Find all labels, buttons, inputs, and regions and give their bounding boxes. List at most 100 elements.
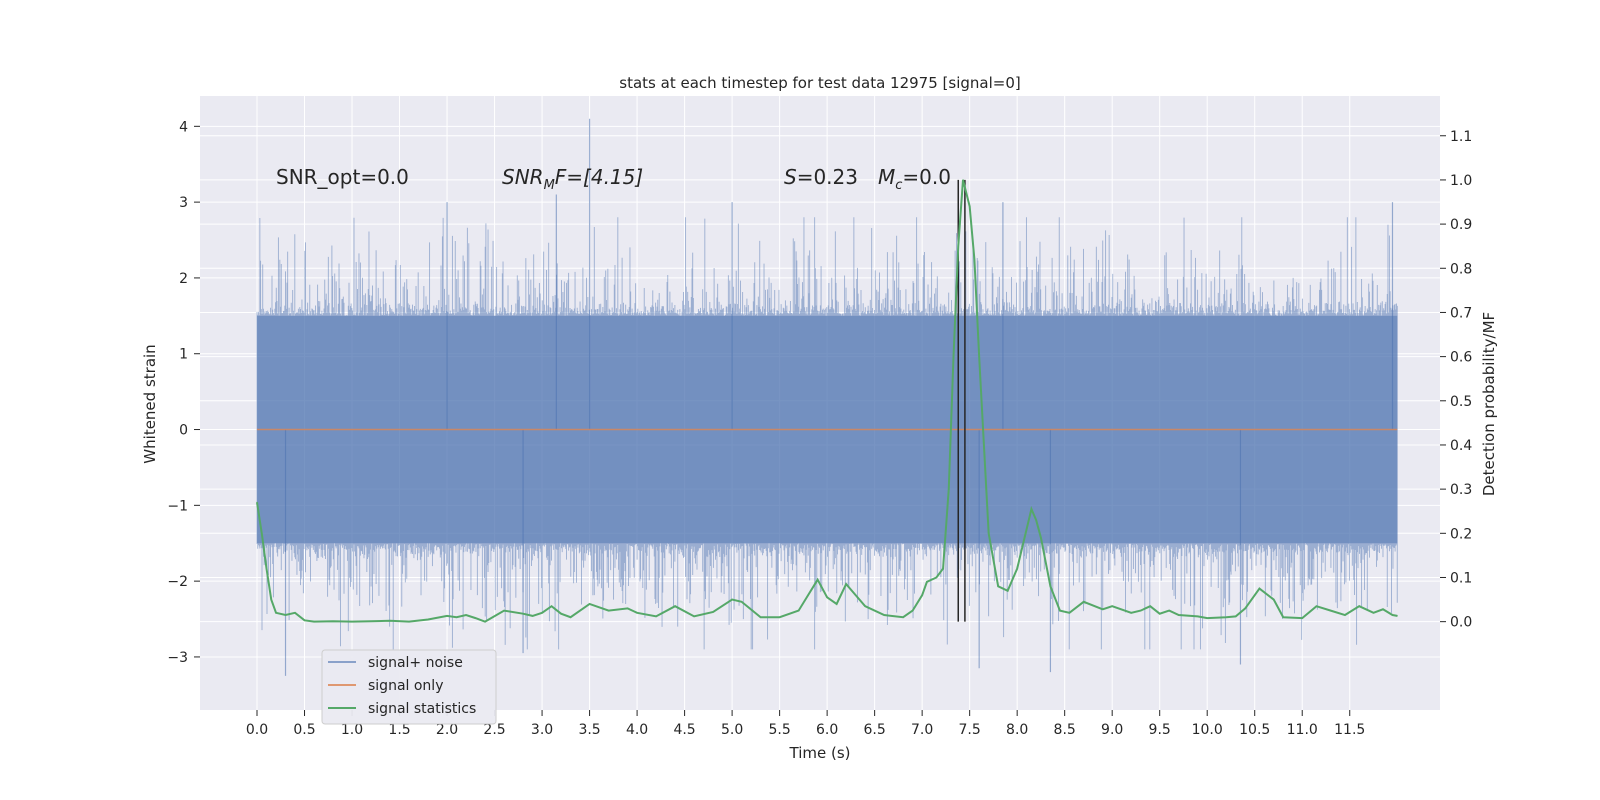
mc-val: =0.0 — [902, 165, 951, 189]
stats-point — [973, 258, 976, 261]
stats-point — [503, 610, 505, 612]
stats-point — [1301, 617, 1303, 619]
stats-point — [674, 605, 676, 607]
x-tick-label: 6.5 — [864, 722, 886, 738]
stats-point — [997, 585, 999, 587]
stats-point — [1149, 605, 1151, 607]
stats-point — [948, 488, 950, 490]
stats-point — [693, 615, 695, 617]
y-tick-right-label: 0.7 — [1450, 305, 1472, 321]
stats-point — [807, 594, 809, 596]
stats-point — [983, 444, 985, 446]
stats-point — [935, 576, 937, 579]
legend-label-stats: signal statistics — [368, 701, 476, 717]
stats-point — [912, 610, 914, 612]
stats-point — [1358, 605, 1360, 607]
y-tick-right-label: 1.1 — [1450, 129, 1472, 145]
x-tick-label: 4.5 — [673, 722, 695, 738]
x-tick-label: 3.0 — [531, 722, 553, 738]
stats-point — [1068, 612, 1071, 614]
x-axis-label: Time (s) — [789, 744, 851, 762]
y-tick-label: 0 — [179, 423, 188, 439]
stats-point — [1026, 528, 1028, 530]
stats-point — [1273, 598, 1275, 601]
stats-point — [1282, 616, 1284, 618]
s-var: S — [784, 165, 797, 189]
y-tick-label: −2 — [167, 574, 188, 590]
stats-point — [902, 616, 904, 618]
x-tick-label: 1.0 — [341, 722, 363, 738]
stats-point — [1040, 537, 1042, 539]
stats-point — [408, 621, 410, 623]
x-tick-label: 1.5 — [388, 722, 410, 738]
stats-point — [465, 614, 467, 616]
chart-title: stats at each timestep for test data 129… — [619, 74, 1020, 92]
stats-point — [588, 603, 591, 605]
stats-point — [957, 245, 959, 247]
stats-point — [303, 619, 306, 621]
stats-point — [731, 598, 733, 601]
stats-point — [313, 621, 315, 623]
stats-point — [921, 594, 923, 596]
y-axis-right-label: Detection probability/MF — [1480, 312, 1498, 496]
stats-point — [1372, 612, 1375, 614]
stats-point — [541, 612, 543, 614]
stats-point — [1258, 587, 1261, 590]
s-val: =0.23 — [797, 165, 858, 189]
snr-mf-base: SNR — [502, 165, 544, 189]
x-tick-label: 7.5 — [959, 722, 981, 738]
snr-mf-sub: M — [544, 178, 555, 193]
stats-point — [265, 568, 268, 570]
stats-point — [332, 620, 334, 622]
x-tick-label: 11.5 — [1334, 722, 1365, 738]
stats-point — [270, 598, 272, 601]
stats-point — [626, 607, 629, 610]
stats-point — [952, 356, 955, 358]
stats-point — [798, 610, 800, 612]
stats-point — [294, 612, 296, 614]
stats-point — [1059, 610, 1061, 612]
x-tick-label: 6.0 — [816, 722, 838, 738]
y-tick-label: 2 — [179, 271, 188, 287]
x-tick-label: 2.5 — [483, 722, 505, 738]
stats-point — [942, 568, 944, 570]
stats-point — [1130, 612, 1132, 614]
mc-var: M — [878, 165, 895, 189]
x-tick-label: 0.0 — [246, 722, 268, 738]
stats-point — [446, 615, 448, 617]
stats-point — [389, 620, 391, 622]
stats-point — [1016, 568, 1018, 570]
stats-point — [926, 581, 928, 583]
y-tick-right-label: 0.0 — [1450, 615, 1472, 631]
y-tick-label: −3 — [167, 650, 188, 666]
y-axis-label: Whitened strain — [141, 344, 159, 463]
y-ticks: 4 3 2 1 0 −1 −2 −3 — [167, 119, 200, 666]
x-tick-label: 2.0 — [436, 722, 458, 738]
stats-point — [962, 179, 964, 181]
x-tick-label: 9.0 — [1101, 722, 1123, 738]
stats-point — [817, 579, 819, 581]
y-tick-right-label: 0.5 — [1450, 394, 1472, 410]
stats-point — [351, 621, 353, 623]
stats-point — [1382, 608, 1384, 610]
x-tick-label: 4.0 — [626, 722, 648, 738]
stats-point — [1102, 608, 1104, 610]
stats-point — [712, 611, 714, 613]
y-tick-label: 1 — [179, 347, 188, 363]
y-tick-label: 3 — [179, 195, 188, 211]
x-tick-label: 8.5 — [1054, 722, 1076, 738]
y-tick-right-label: 0.2 — [1450, 526, 1472, 542]
stats-point — [988, 532, 990, 534]
x-tick-label: 9.5 — [1149, 722, 1171, 738]
stats-point — [1206, 617, 1208, 619]
stats-point — [256, 501, 258, 503]
stats-point — [855, 594, 857, 596]
stats-point — [370, 620, 372, 622]
legend-label-signal: signal only — [368, 678, 443, 694]
stats-point — [1225, 616, 1227, 618]
y-ticks-right: 1.1 1.0 0.9 0.8 0.7 0.6 0.5 0.4 0.3 0.2 0.1 0.0 — [1440, 129, 1472, 631]
stats-point — [1007, 590, 1009, 592]
y-tick-right-label: 0.4 — [1450, 438, 1472, 454]
y-tick-label: 4 — [179, 119, 188, 135]
stats-point — [655, 615, 657, 617]
